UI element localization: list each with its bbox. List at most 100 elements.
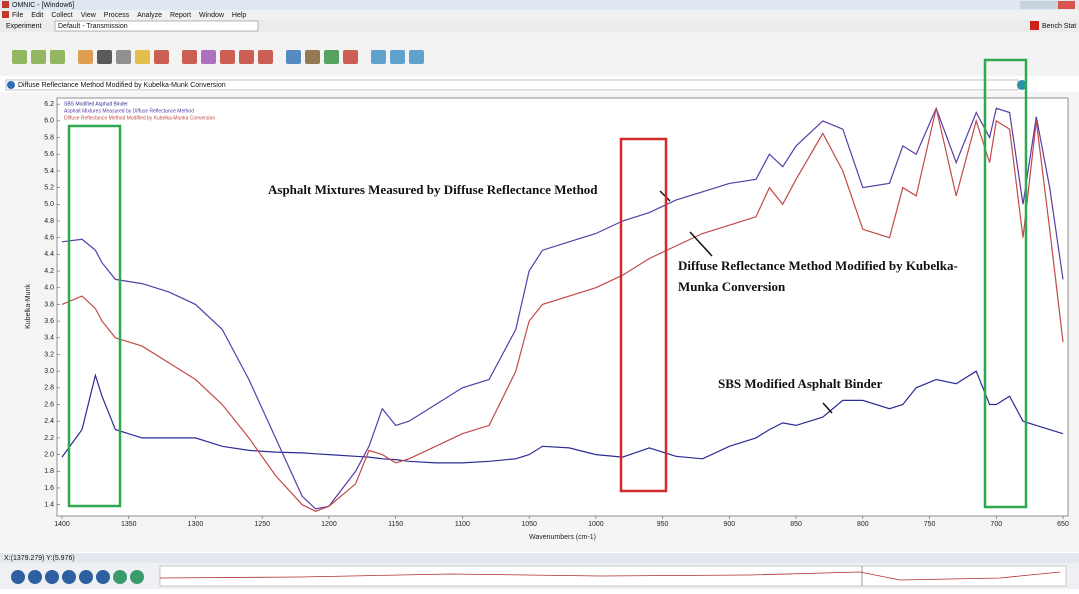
tool-button[interactable] bbox=[78, 50, 93, 64]
x-tick-label: 850 bbox=[790, 521, 802, 528]
x-axis-label: Wavenumbers (cm-1) bbox=[529, 534, 596, 541]
x-tick-label: 1050 bbox=[521, 521, 537, 528]
tool-button[interactable] bbox=[116, 50, 131, 64]
tool-button[interactable] bbox=[154, 50, 169, 64]
y-tick-label: 3.2 bbox=[44, 351, 54, 358]
annotation: SBS Modified Asphalt Binder bbox=[718, 376, 883, 391]
tool-button[interactable] bbox=[220, 50, 235, 64]
tool-button[interactable] bbox=[201, 50, 216, 64]
y-tick-label: 5.2 bbox=[44, 184, 54, 191]
tool-button[interactable] bbox=[62, 570, 76, 584]
toolbar bbox=[0, 32, 1079, 76]
annotation: Munka Conversion bbox=[678, 279, 786, 294]
tool-button[interactable] bbox=[239, 50, 254, 64]
x-tick-label: 1400 bbox=[54, 521, 70, 528]
y-tick-label: 4.8 bbox=[44, 218, 54, 225]
menu-item[interactable]: View bbox=[81, 12, 97, 19]
x-tick-label: 1350 bbox=[121, 521, 137, 528]
y-tick-label: 2.6 bbox=[44, 401, 54, 408]
tool-button[interactable] bbox=[97, 50, 112, 64]
y-tick-label: 2.0 bbox=[44, 451, 54, 458]
menu-item[interactable]: Process bbox=[104, 12, 130, 19]
y-tick-label: 3.0 bbox=[44, 368, 54, 375]
plot-frame bbox=[56, 97, 1069, 517]
x-tick-label: 1100 bbox=[455, 521, 470, 528]
menu-item[interactable]: Collect bbox=[51, 12, 72, 19]
menu-item[interactable]: Window bbox=[199, 12, 225, 19]
annotation: Diffuse Reflectance Method Modified by K… bbox=[678, 258, 958, 273]
tool-button[interactable] bbox=[11, 570, 25, 584]
menu-item[interactable]: Help bbox=[232, 12, 247, 19]
title-bar bbox=[0, 0, 1079, 10]
legend-entry: Diffuse Reflectance Method Modified by K… bbox=[64, 115, 215, 121]
tool-button[interactable] bbox=[286, 50, 301, 64]
tool-button[interactable] bbox=[343, 50, 358, 64]
x-tick-label: 1150 bbox=[388, 521, 403, 528]
y-tick-label: 1.4 bbox=[44, 502, 54, 509]
y-tick-label: 4.2 bbox=[44, 268, 54, 275]
y-tick-label: 5.0 bbox=[44, 201, 54, 208]
annotation-pointer bbox=[822, 402, 833, 414]
window-controls[interactable] bbox=[1020, 1, 1075, 9]
y-tick-label: 6.2 bbox=[44, 101, 54, 108]
y-tick-label: 6.0 bbox=[44, 118, 54, 125]
tool-button[interactable] bbox=[12, 50, 27, 64]
highlight-box bbox=[983, 58, 1028, 509]
x-tick-label: 700 bbox=[990, 521, 1002, 528]
x-tick-label: 800 bbox=[857, 521, 869, 528]
menu-item[interactable]: File bbox=[12, 12, 23, 19]
info-button[interactable] bbox=[1017, 80, 1027, 90]
series-line bbox=[61, 106, 1064, 510]
tool-button[interactable] bbox=[258, 50, 273, 64]
y-tick-label: 5.6 bbox=[44, 151, 54, 158]
y-tick-label: 4.0 bbox=[44, 285, 54, 292]
tool-button[interactable] bbox=[135, 50, 150, 64]
legend-entry: SBS Modified Asphalt Binder bbox=[64, 101, 128, 107]
tool-button[interactable] bbox=[305, 50, 320, 64]
menu-item[interactable]: Edit bbox=[31, 12, 43, 19]
experiment-bar bbox=[0, 20, 1079, 32]
y-tick-label: 5.8 bbox=[44, 134, 54, 141]
experiment-select[interactable] bbox=[54, 20, 259, 32]
y-axis-label: Kubelka-Munk bbox=[25, 284, 32, 329]
menu-icon bbox=[2, 11, 9, 18]
tool-button[interactable] bbox=[390, 50, 405, 64]
tool-button[interactable] bbox=[79, 570, 93, 584]
window-title: OMNIC - [Window6] bbox=[12, 2, 74, 9]
menu-item[interactable]: Analyze bbox=[137, 12, 162, 19]
y-tick-label: 2.8 bbox=[44, 385, 54, 392]
annotation: Asphalt Mixtures Measured by Diffuse Ref… bbox=[268, 182, 598, 197]
y-tick-label: 1.6 bbox=[44, 485, 54, 492]
menu-item[interactable]: Report bbox=[170, 12, 191, 19]
y-tick-label: 3.6 bbox=[44, 318, 54, 325]
tool-button[interactable] bbox=[409, 50, 424, 64]
x-tick-label: 1300 bbox=[188, 521, 204, 528]
tool-button[interactable] bbox=[130, 570, 144, 584]
tool-button[interactable] bbox=[182, 50, 197, 64]
x-tick-label: 900 bbox=[723, 521, 735, 528]
close-button[interactable] bbox=[1058, 1, 1075, 9]
tool-button[interactable] bbox=[31, 50, 46, 64]
y-tick-label: 5.4 bbox=[44, 168, 54, 175]
tool-button[interactable] bbox=[45, 570, 59, 584]
y-tick-label: 3.4 bbox=[44, 335, 54, 342]
x-tick-label: 1200 bbox=[321, 521, 337, 528]
x-tick-label: 950 bbox=[657, 521, 669, 528]
bench-status: Bench Stat bbox=[1042, 23, 1076, 30]
annotation-pointer bbox=[689, 231, 713, 257]
tool-button[interactable] bbox=[50, 50, 65, 64]
experiment-label: Experiment bbox=[6, 23, 41, 30]
y-tick-label: 1.8 bbox=[44, 468, 54, 475]
tool-button[interactable] bbox=[96, 570, 110, 584]
highlight-box bbox=[619, 137, 668, 493]
info-text: Diffuse Reflectance Method Modified by K… bbox=[18, 82, 226, 89]
toolbar-icons bbox=[12, 50, 424, 64]
x-tick-label: 750 bbox=[924, 521, 936, 528]
highlight-box bbox=[67, 124, 122, 508]
tool-button[interactable] bbox=[324, 50, 339, 64]
tool-button[interactable] bbox=[371, 50, 386, 64]
y-tick-label: 4.6 bbox=[44, 235, 54, 242]
tool-button[interactable] bbox=[113, 570, 127, 584]
tool-button[interactable] bbox=[28, 570, 42, 584]
